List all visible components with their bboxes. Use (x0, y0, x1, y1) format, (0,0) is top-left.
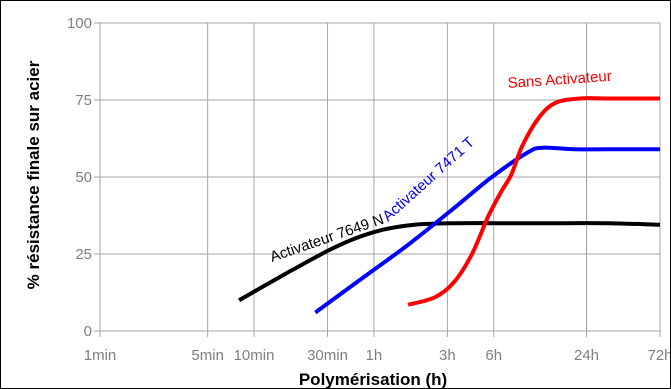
y-tick-label: 0 (84, 323, 92, 340)
y-tick-label: 75 (75, 92, 92, 109)
y-axis-title: % résistance finale sur acier (24, 60, 43, 289)
x-tick-label: 10min (234, 347, 275, 364)
series-layer (238, 96, 661, 315)
grid (94, 22, 661, 337)
ticks-layer: 0 25 50 75 100 1min 5min 10min 30min 1h 3h 6h 24h 72h (67, 15, 671, 364)
x-tick-label: 24h (574, 347, 599, 364)
series-line-sans-activateur (407, 96, 660, 307)
x-tick-label: 72h (647, 347, 671, 364)
y-tick-label: 100 (67, 15, 92, 32)
x-tick-label: 6h (485, 347, 502, 364)
series-line-activateur-7471t (314, 145, 660, 315)
x-tick-label: 30min (307, 347, 348, 364)
y-tick-label: 25 (75, 246, 92, 263)
x-tick-label: 1min (84, 347, 117, 364)
x-tick-label: 1h (366, 347, 383, 364)
y-tick-label: 50 (75, 169, 92, 186)
x-axis-title: Polymérisation (h) (299, 370, 447, 389)
series-line-activateur-7649n (238, 221, 661, 302)
x-tick-label: 5min (191, 347, 224, 364)
x-tick-label: 3h (439, 347, 456, 364)
